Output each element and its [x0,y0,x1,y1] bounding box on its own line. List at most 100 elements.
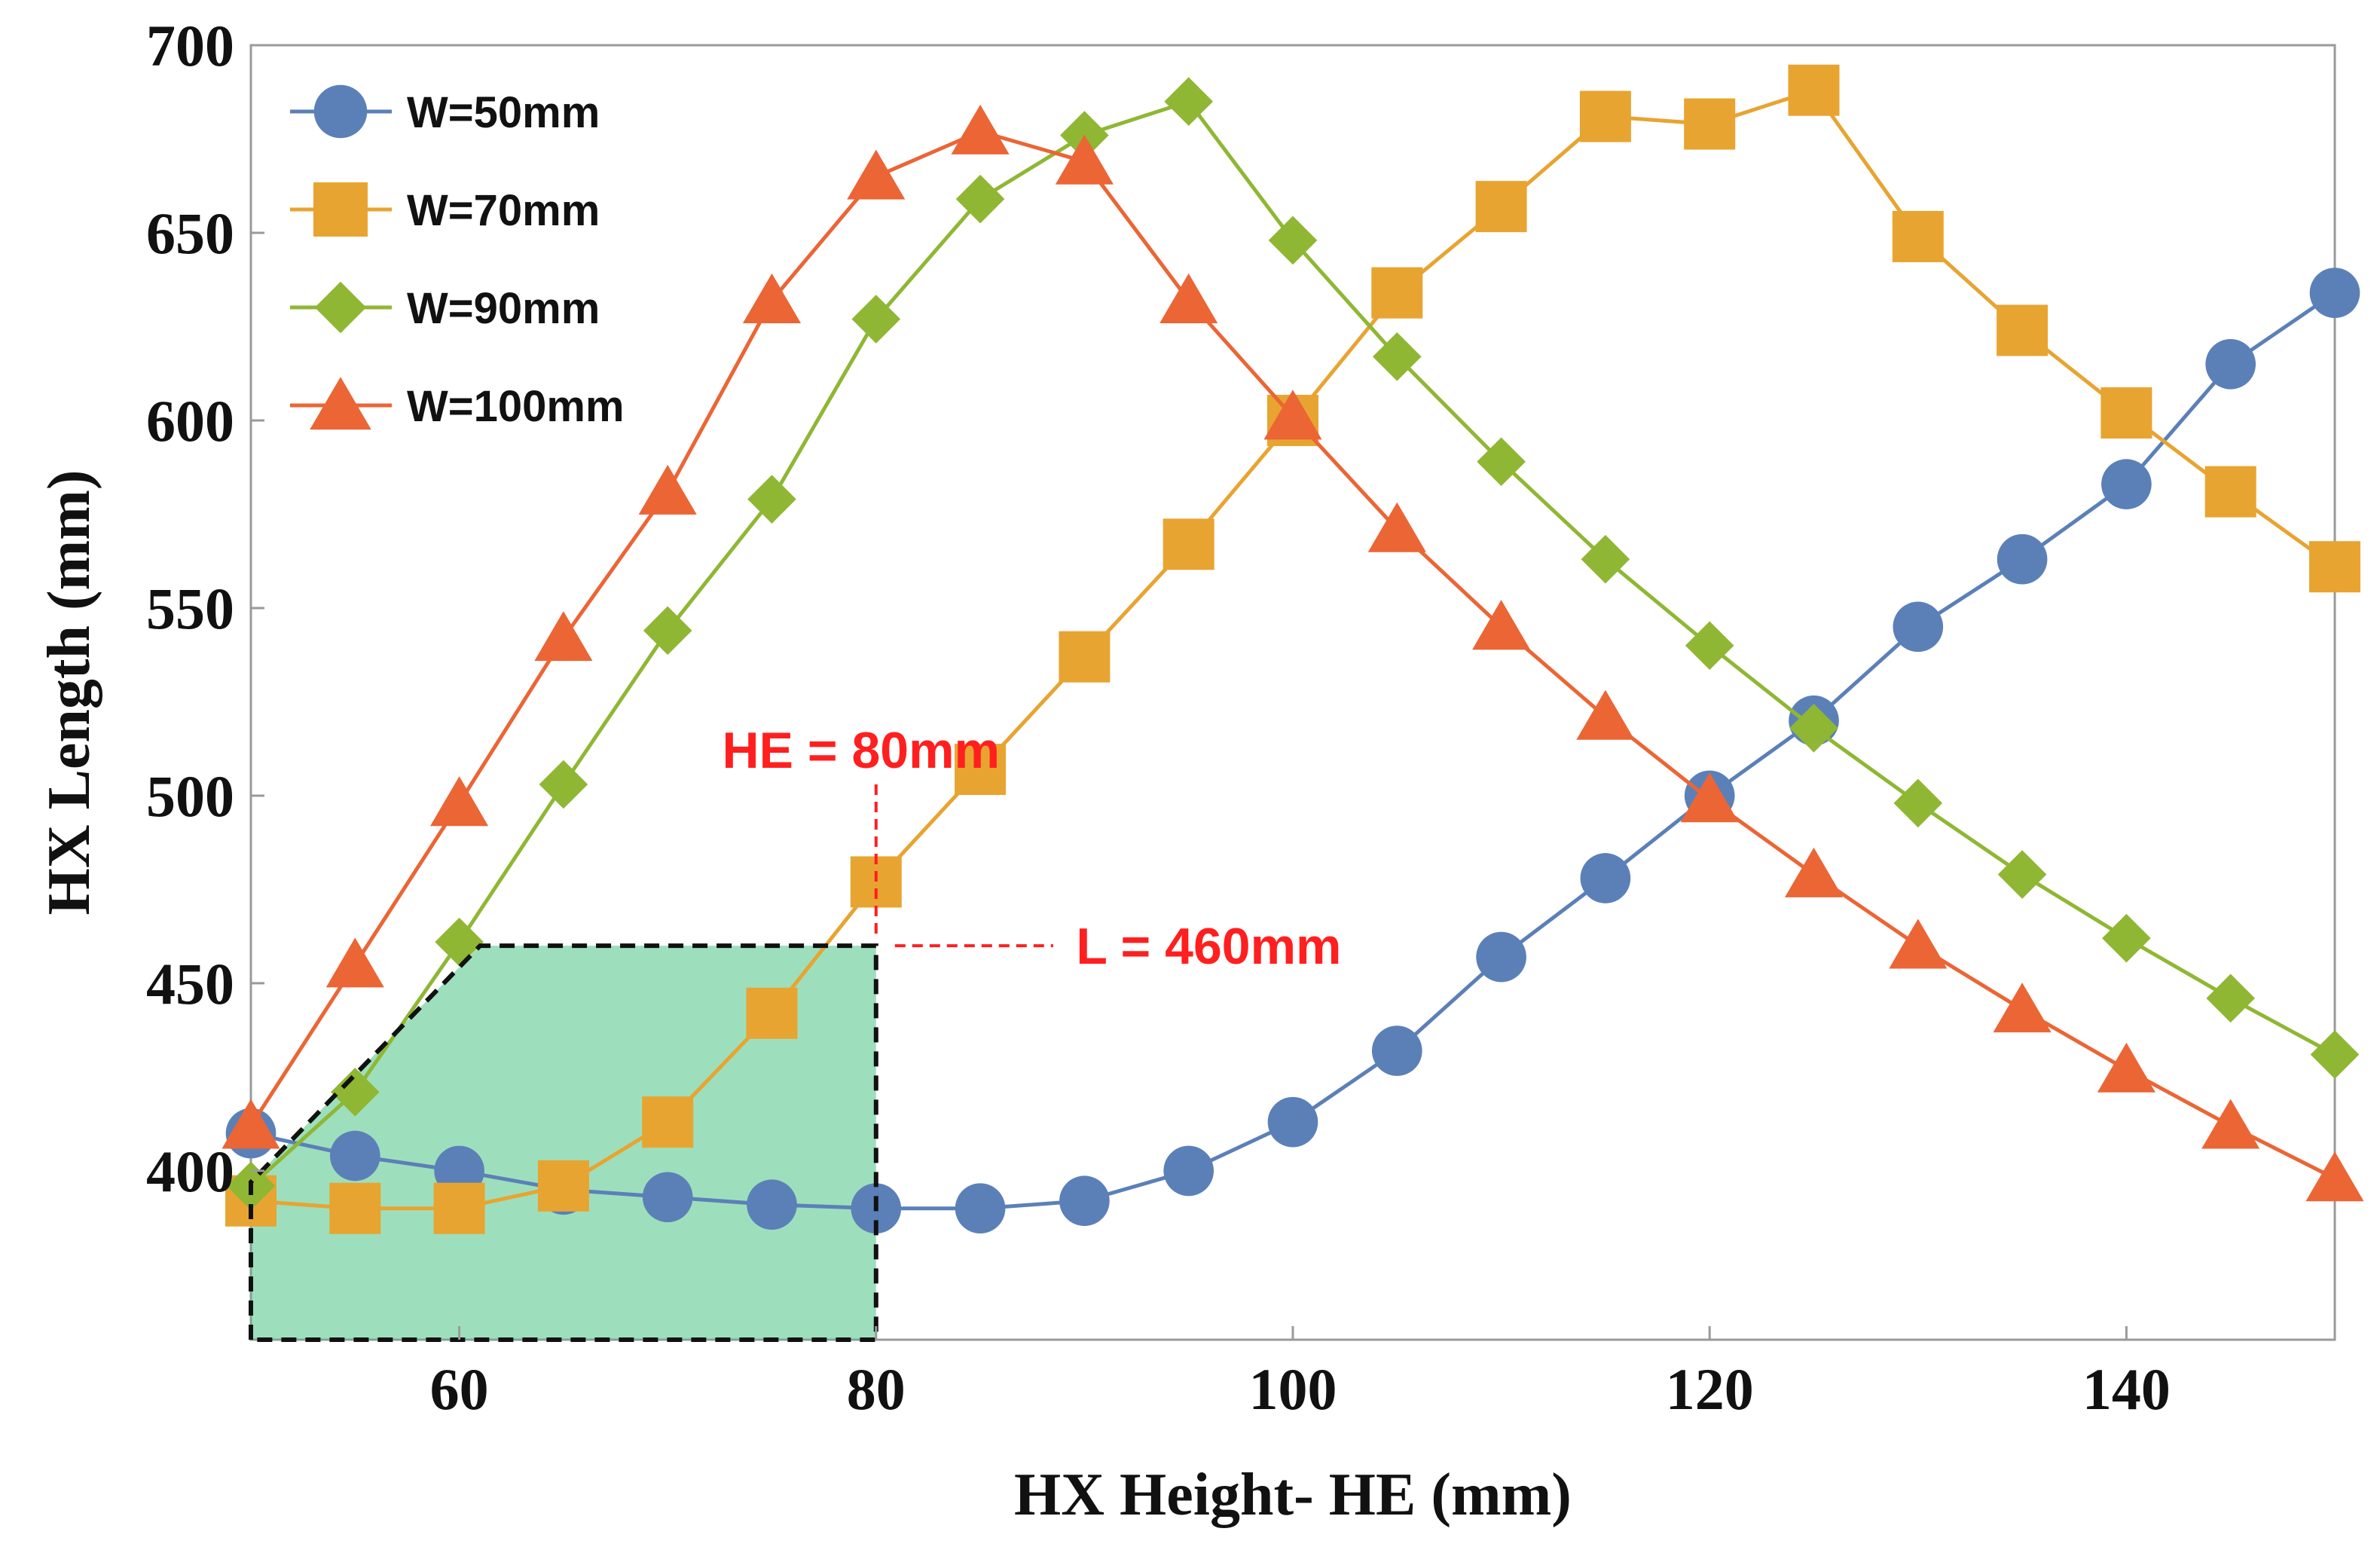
data-point [1997,304,2049,356]
data-point [1993,983,2052,1033]
legend: W=50mm W=70mm W=90mm W=100mm [290,84,625,431]
axis-ticks: 60 80 100 120 140 400 450 500 550 600 650 700 [146,13,2171,1422]
x-tick-label: 140 [2082,1356,2171,1422]
data-point [331,1068,380,1117]
data-point [742,273,802,323]
data-point [1893,778,1943,828]
annotation-guides [874,784,1053,948]
data-point [847,149,906,200]
data-point [850,856,902,908]
data-point [1893,601,1944,653]
data-point [1576,689,1635,740]
data-point [1581,534,1630,584]
data-point [2201,1099,2260,1149]
data-point [2305,1151,2364,1202]
data-point [1263,390,1322,440]
data-point [1784,847,1844,897]
data-point [642,1172,693,1223]
data-point [955,1183,1006,1234]
legend-entry: W=70mm [290,182,600,237]
data-point [1367,502,1426,552]
data-point [747,475,796,524]
data-point [1889,919,1948,969]
y-tick-label: 400 [146,1139,234,1204]
data-point [1789,704,1838,753]
data-point [2102,913,2151,963]
legend-label: W=100mm [407,382,625,431]
data-point [1371,1026,1422,1076]
data-point [2204,466,2256,518]
legend-label: W=90mm [407,284,600,333]
data-point [955,744,1007,796]
data-point [1580,853,1631,903]
legend-marker [314,281,367,334]
legend-label: W=70mm [407,186,600,235]
x-tick-label: 60 [430,1356,489,1422]
data-point [1472,600,1531,650]
data-point [1477,437,1526,487]
data-point [951,104,1010,154]
series-3 [226,77,2360,1211]
data-point [638,464,697,515]
data-point [1684,98,1736,150]
data-point [746,987,798,1039]
legend-entry: W=100mm [290,377,625,431]
data-point [1159,273,1218,323]
he-annotation-label: HE = 80mm [723,722,1001,779]
data-point [325,937,384,988]
data-point [2205,338,2256,390]
y-tick-label: 500 [146,763,234,829]
legend-marker [313,182,368,237]
data-point [435,917,484,967]
data-point [2309,267,2360,318]
data-point [1892,210,1944,262]
data-point [329,1130,380,1181]
data-point [1475,181,1527,233]
data-point [222,1099,280,1149]
data-point [1997,850,2047,899]
data-point [534,611,593,662]
data-point [1055,134,1114,185]
data-point [1268,216,1318,265]
data-point [1163,1145,1214,1197]
feasible-region [251,946,876,1340]
data-point [1685,621,1734,671]
data-point [1371,267,1423,319]
data-point [1788,64,1840,116]
data-point [2101,459,2152,509]
legend-label: W=50mm [407,88,600,137]
data-point [2206,974,2255,1023]
data-point [1373,332,1422,381]
x-axis-title: HX Height- HE (mm) [1014,1462,1572,1528]
x-tick-label: 100 [1249,1356,1337,1422]
region-outline [249,943,878,1342]
data-point [642,1096,694,1148]
data-point [851,295,901,344]
data-point [2309,541,2360,593]
x-tick-label: 80 [847,1356,906,1422]
data-point [1997,533,2048,585]
legend-entry: W=50mm [290,84,600,139]
data-point [329,1182,381,1234]
data-point [2097,1042,2155,1093]
data-point [2100,387,2152,439]
series-layer [222,64,2364,1342]
x-tick-label: 120 [1666,1356,1754,1422]
legend-marker [310,377,371,430]
y-tick-label: 600 [146,388,234,454]
data-point [643,606,692,656]
y-tick-label: 650 [146,200,234,266]
data-point [1059,631,1111,683]
y-tick-label: 700 [146,13,234,78]
legend-marker [313,84,368,139]
data-point [537,1160,589,1212]
data-point [1267,1096,1318,1148]
data-point [1164,77,1213,126]
series-4 [222,104,2364,1202]
l-annotation-label: L = 460mm [1076,918,1341,975]
data-point [539,760,588,809]
data-point [2310,1030,2360,1079]
y-axis-title: HX Length (mm) [36,469,102,915]
legend-entry: W=90mm [290,281,600,334]
